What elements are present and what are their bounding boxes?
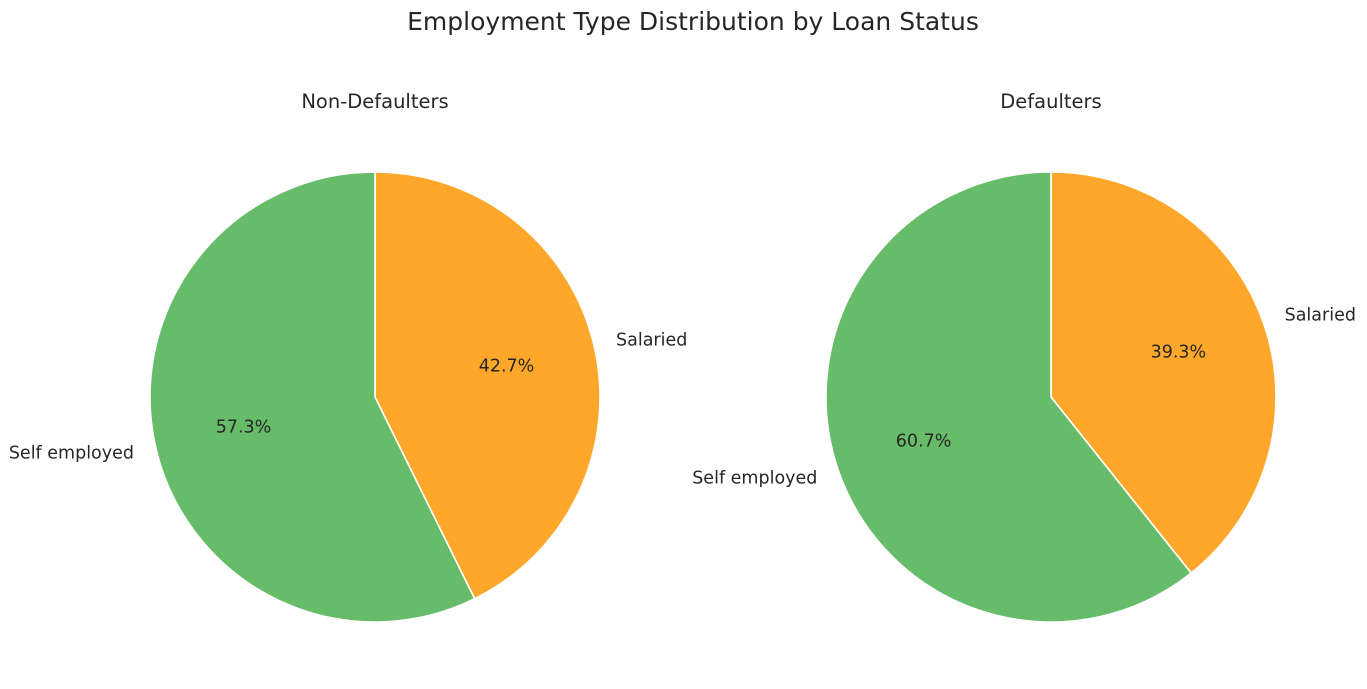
pie-slice-salaried-defaulters bbox=[1050, 171, 1277, 574]
pie-labels-defaulters: Salaried 39.3% Self employed 60.7% bbox=[692, 305, 1356, 488]
pie-title-non-defaulters: Non-Defaulters bbox=[301, 90, 448, 113]
slice-label-self-employed-defaulters: Self employed bbox=[692, 469, 817, 489]
pie-slice-self-employed-non-defaulters bbox=[149, 171, 476, 623]
pct-label-self-employed-non-defaulters: 57.3% bbox=[216, 418, 272, 438]
slice-label-self-employed-non-defaulters: Self employed bbox=[9, 443, 134, 463]
pie-chart-non-defaulters: Non-Defaulters Salaried 42.7% Self employe… bbox=[9, 90, 688, 623]
pct-label-salaried-non-defaulters: 42.7% bbox=[479, 356, 535, 376]
figure-title: Employment Type Distribution by Loan Sta… bbox=[407, 7, 979, 36]
pie-labels-non-defaulters: Salaried 42.7% Self employed 57.3% bbox=[9, 331, 688, 464]
slice-label-salaried-non-defaulters: Salaried bbox=[616, 331, 687, 351]
pct-label-salaried-defaulters: 39.3% bbox=[1151, 343, 1207, 363]
pie-slice-salaried-non-defaulters bbox=[374, 171, 601, 600]
pie-title-defaulters: Defaulters bbox=[1000, 90, 1101, 113]
pct-label-self-employed-defaulters: 60.7% bbox=[896, 432, 952, 452]
pie-chart-defaulters: Defaulters Salaried 39.3% Self employed 60.… bbox=[692, 90, 1356, 623]
pie-wedges-defaulters bbox=[825, 171, 1277, 623]
slice-label-salaried-defaulters: Salaried bbox=[1285, 305, 1356, 325]
pie-slice-self-employed-defaulters bbox=[825, 171, 1192, 623]
pie-wedges-non-defaulters bbox=[149, 171, 601, 623]
